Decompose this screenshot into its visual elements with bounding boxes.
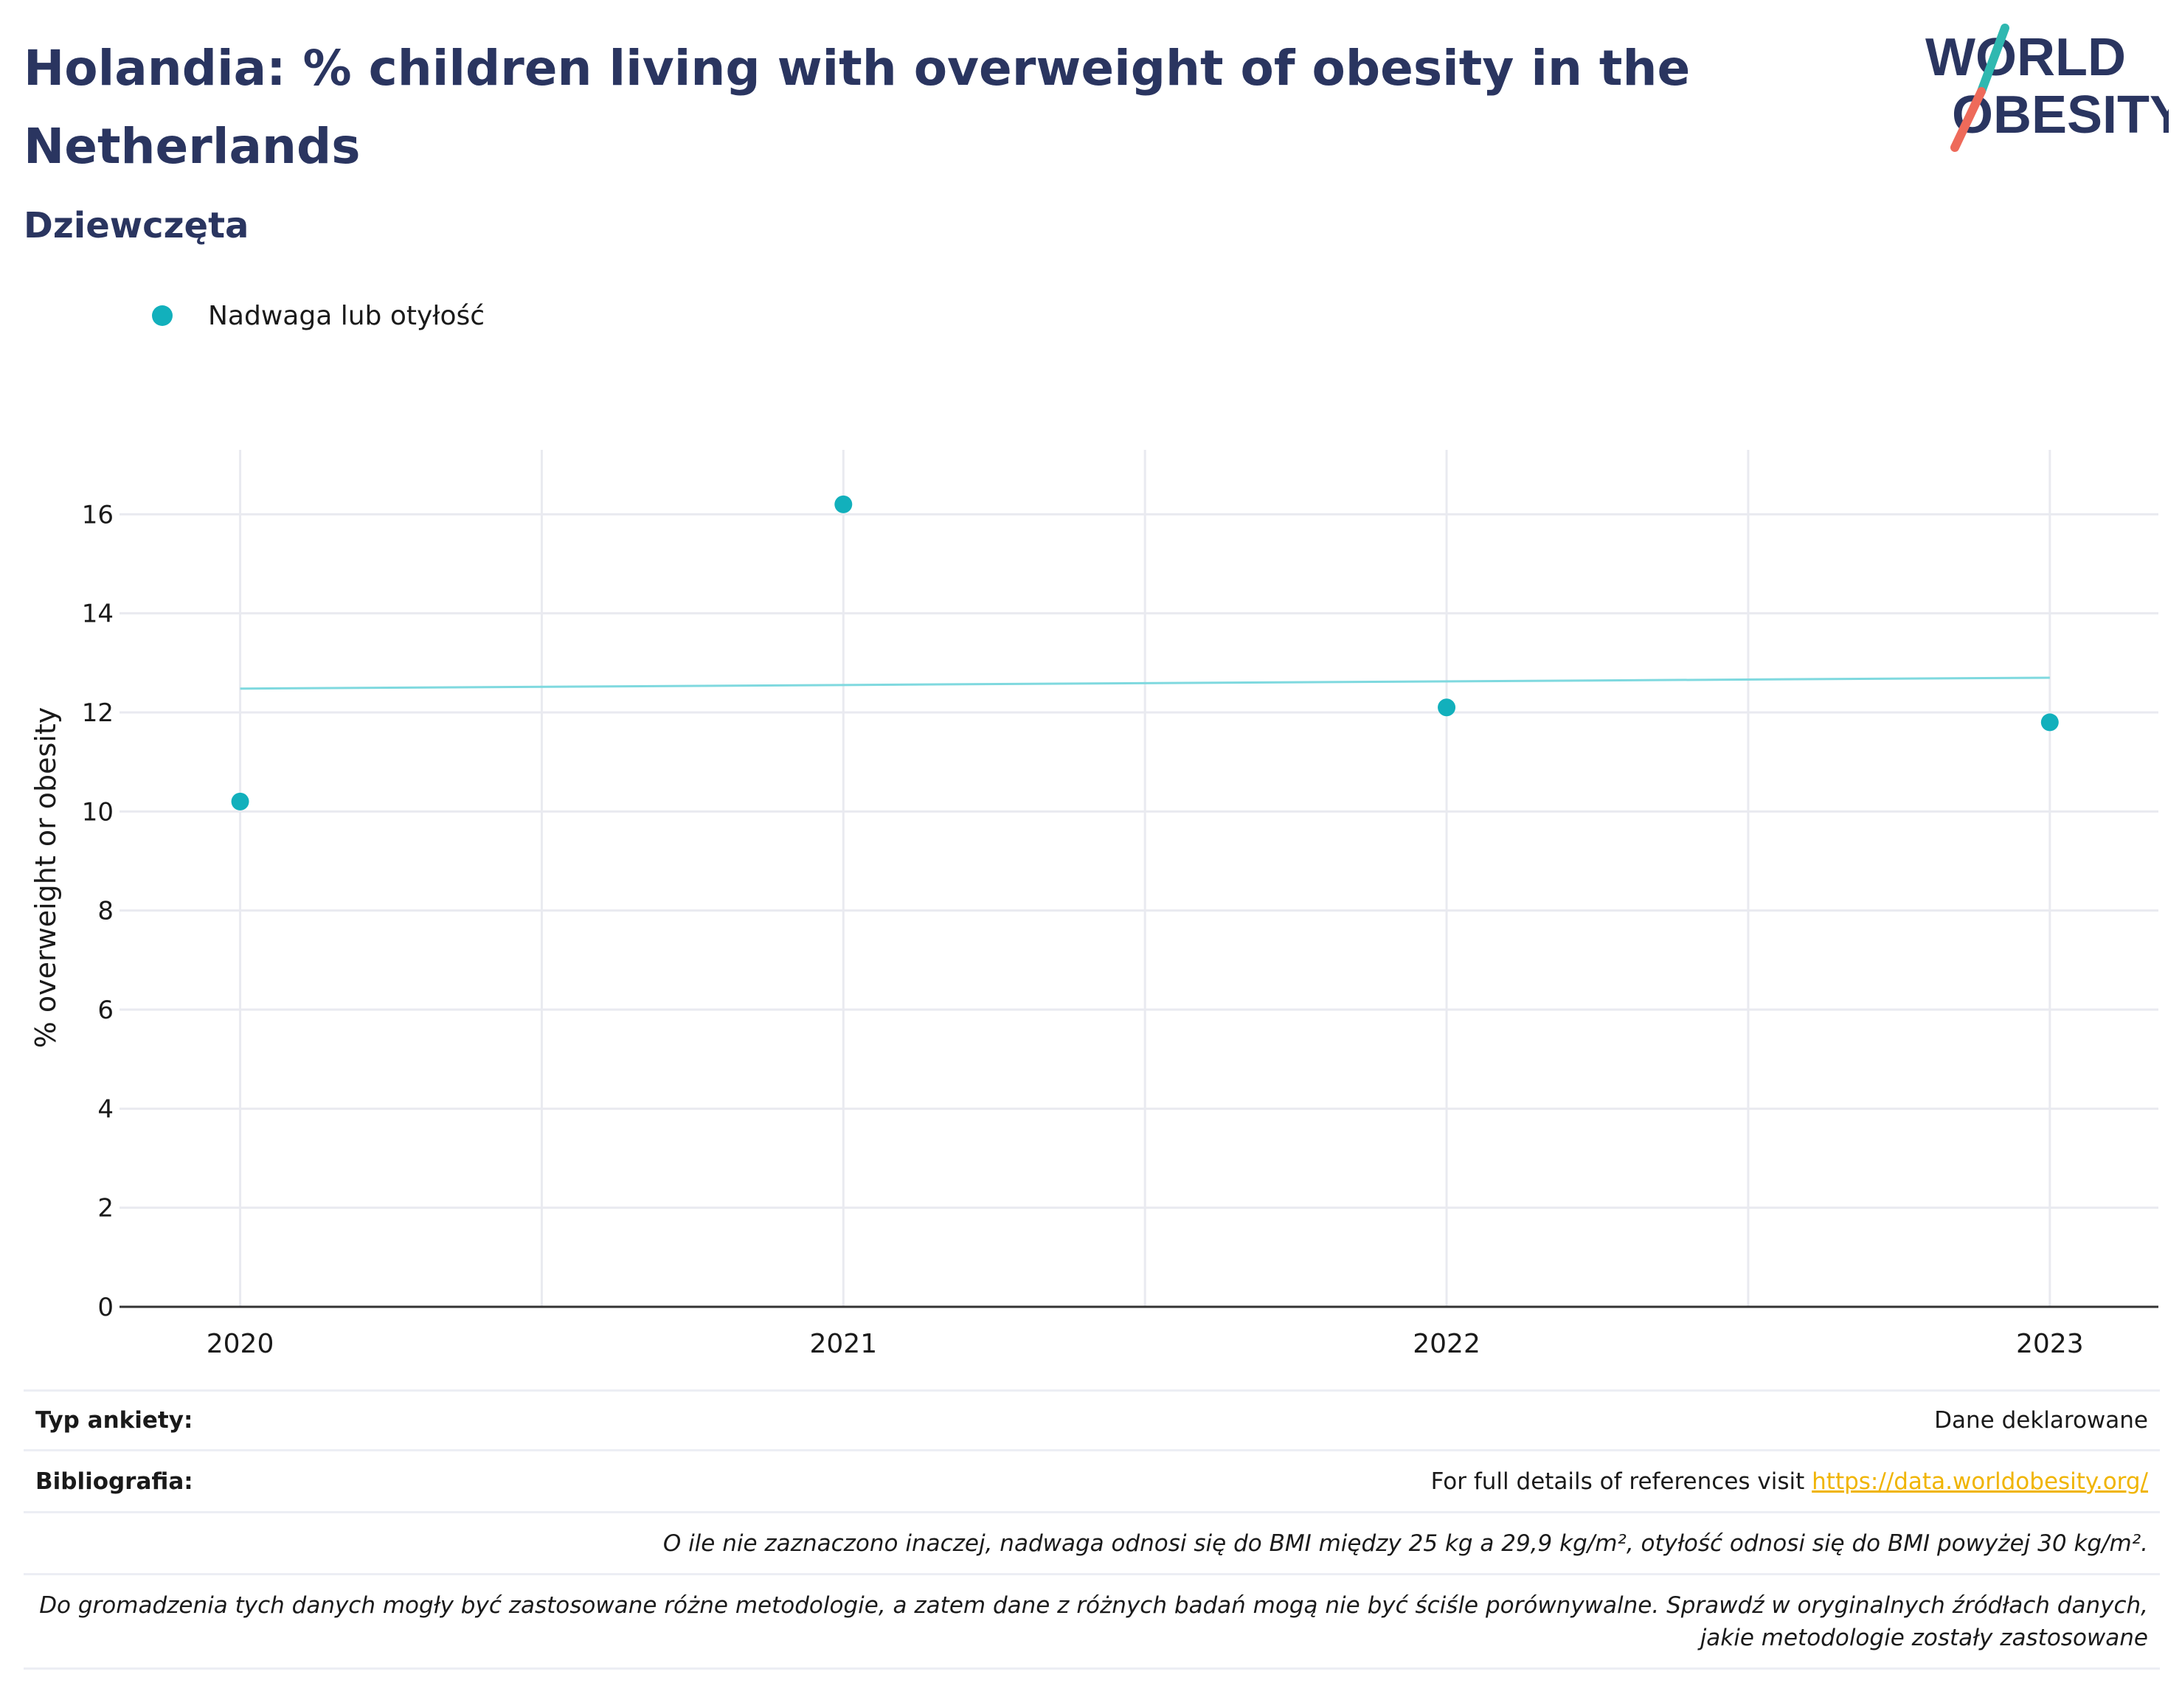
y-tick-label: 4 — [97, 1094, 114, 1124]
world-obesity-logo: WORLD OBESITY — [1925, 24, 2169, 152]
data-point — [2040, 713, 2059, 732]
y-tick-label: 2 — [97, 1194, 114, 1223]
x-tick-label: 2022 — [1413, 1329, 1480, 1359]
scatter-chart[interactable]: 0 2 4 6 8 10 12 14 16 2020 2021 2022 2023 — [0, 413, 2182, 1401]
chart-subtitle: Dziewczęta — [24, 205, 249, 246]
bibliography-text: For full details of references visit — [1430, 1468, 1812, 1495]
data-point — [231, 792, 249, 810]
x-tick-label: 2021 — [809, 1329, 877, 1359]
survey-type-row: Typ ankiety: Dane deklarowane — [24, 1389, 2160, 1451]
survey-type-value: Dane deklarowane — [1934, 1407, 2148, 1434]
y-tick-label: 16 — [82, 500, 114, 530]
bibliography-label: Bibliografia: — [35, 1468, 193, 1495]
x-tick-label: 2020 — [207, 1329, 274, 1359]
y-tick-label: 10 — [82, 797, 114, 827]
survey-type-label: Typ ankiety: — [35, 1407, 193, 1434]
bibliography-value: For full details of references visit htt… — [1431, 1468, 2160, 1495]
logo-text-world: WORLD — [1925, 28, 2126, 87]
methodology-note-row: Do gromadzenia tych danych mogły być zas… — [24, 1575, 2160, 1670]
logo-slash-coral — [1950, 87, 1986, 152]
methodology-note: Do gromadzenia tych danych mogły być zas… — [39, 1591, 2148, 1651]
bmi-note-row: O ile nie zaznaczono inaczej, nadwaga od… — [24, 1513, 2160, 1575]
y-tick-label: 12 — [82, 698, 114, 728]
data-point — [1438, 698, 1456, 717]
bibliography-link[interactable]: https://data.worldobesity.org/ — [1812, 1468, 2148, 1495]
x-tick-label: 2023 — [2016, 1329, 2084, 1359]
y-tick-label: 6 — [97, 996, 114, 1025]
bmi-note: O ile nie zaznaczono inaczej, nadwaga od… — [662, 1530, 2148, 1557]
y-tick-label: 8 — [97, 897, 114, 926]
legend-label: Nadwaga lub otyłość — [208, 300, 485, 331]
y-tick-label: 0 — [97, 1293, 114, 1322]
data-point — [834, 495, 853, 513]
page-title: Holandia: % children living with overwei… — [24, 40, 1691, 175]
chart-legend[interactable]: Nadwaga lub otyłość — [152, 295, 485, 336]
trend-line — [240, 676, 2050, 690]
chart-footer: Typ ankiety: Dane deklarowane Bibliograf… — [24, 1389, 2160, 1670]
legend-marker — [152, 305, 173, 326]
y-tick-label: 14 — [82, 600, 114, 629]
bibliography-row: Bibliografia: For full details of refere… — [24, 1451, 2160, 1513]
logo-slash-teal — [1977, 24, 2009, 96]
logo-text-obesity: OBESITY — [1952, 86, 2169, 145]
